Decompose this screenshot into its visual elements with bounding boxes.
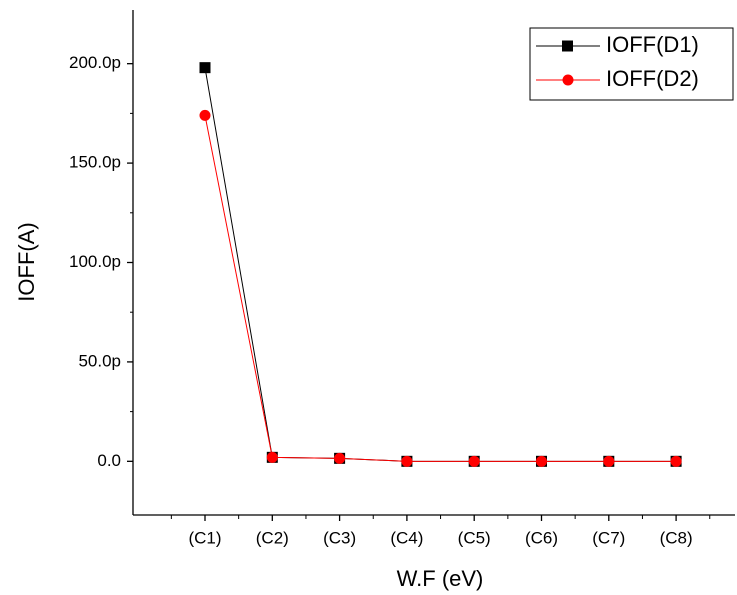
y-axis-label: IOFF(A) bbox=[14, 222, 39, 301]
marker bbox=[469, 456, 480, 467]
y-tick-label: 200.0p bbox=[69, 53, 121, 72]
legend-marker bbox=[562, 41, 573, 52]
x-tick-label: (C4) bbox=[390, 528, 423, 547]
marker bbox=[200, 110, 211, 121]
legend-label: IOFF(D2) bbox=[606, 66, 699, 91]
marker bbox=[334, 453, 345, 464]
legend-label: IOFF(D1) bbox=[606, 32, 699, 57]
y-tick-label: 50.0p bbox=[78, 351, 121, 370]
y-tick-label: 100.0p bbox=[69, 252, 121, 271]
series-line bbox=[205, 115, 676, 461]
legend-marker bbox=[563, 75, 574, 86]
x-tick-label: (C6) bbox=[525, 528, 558, 547]
y-tick-label: 0.0 bbox=[97, 451, 121, 470]
x-tick-label: (C5) bbox=[458, 528, 491, 547]
marker bbox=[536, 456, 547, 467]
y-tick-label: 150.0p bbox=[69, 153, 121, 172]
chart: W.F (eV) IOFF(A) 0.0 50.0p 100.0p 150.0p 200… bbox=[0, 0, 737, 595]
x-tick-label: (C1) bbox=[188, 528, 221, 547]
x-tick-label: (C7) bbox=[592, 528, 625, 547]
x-tick-label: (C2) bbox=[256, 528, 289, 547]
marker bbox=[603, 456, 614, 467]
marker bbox=[267, 452, 278, 463]
x-axis-label: W.F (eV) bbox=[397, 566, 484, 591]
x-tick-label: (C8) bbox=[660, 528, 693, 547]
marker bbox=[200, 62, 211, 73]
series-line bbox=[205, 68, 676, 462]
x-tick-label: (C3) bbox=[323, 528, 356, 547]
marker bbox=[671, 456, 682, 467]
marker bbox=[401, 456, 412, 467]
